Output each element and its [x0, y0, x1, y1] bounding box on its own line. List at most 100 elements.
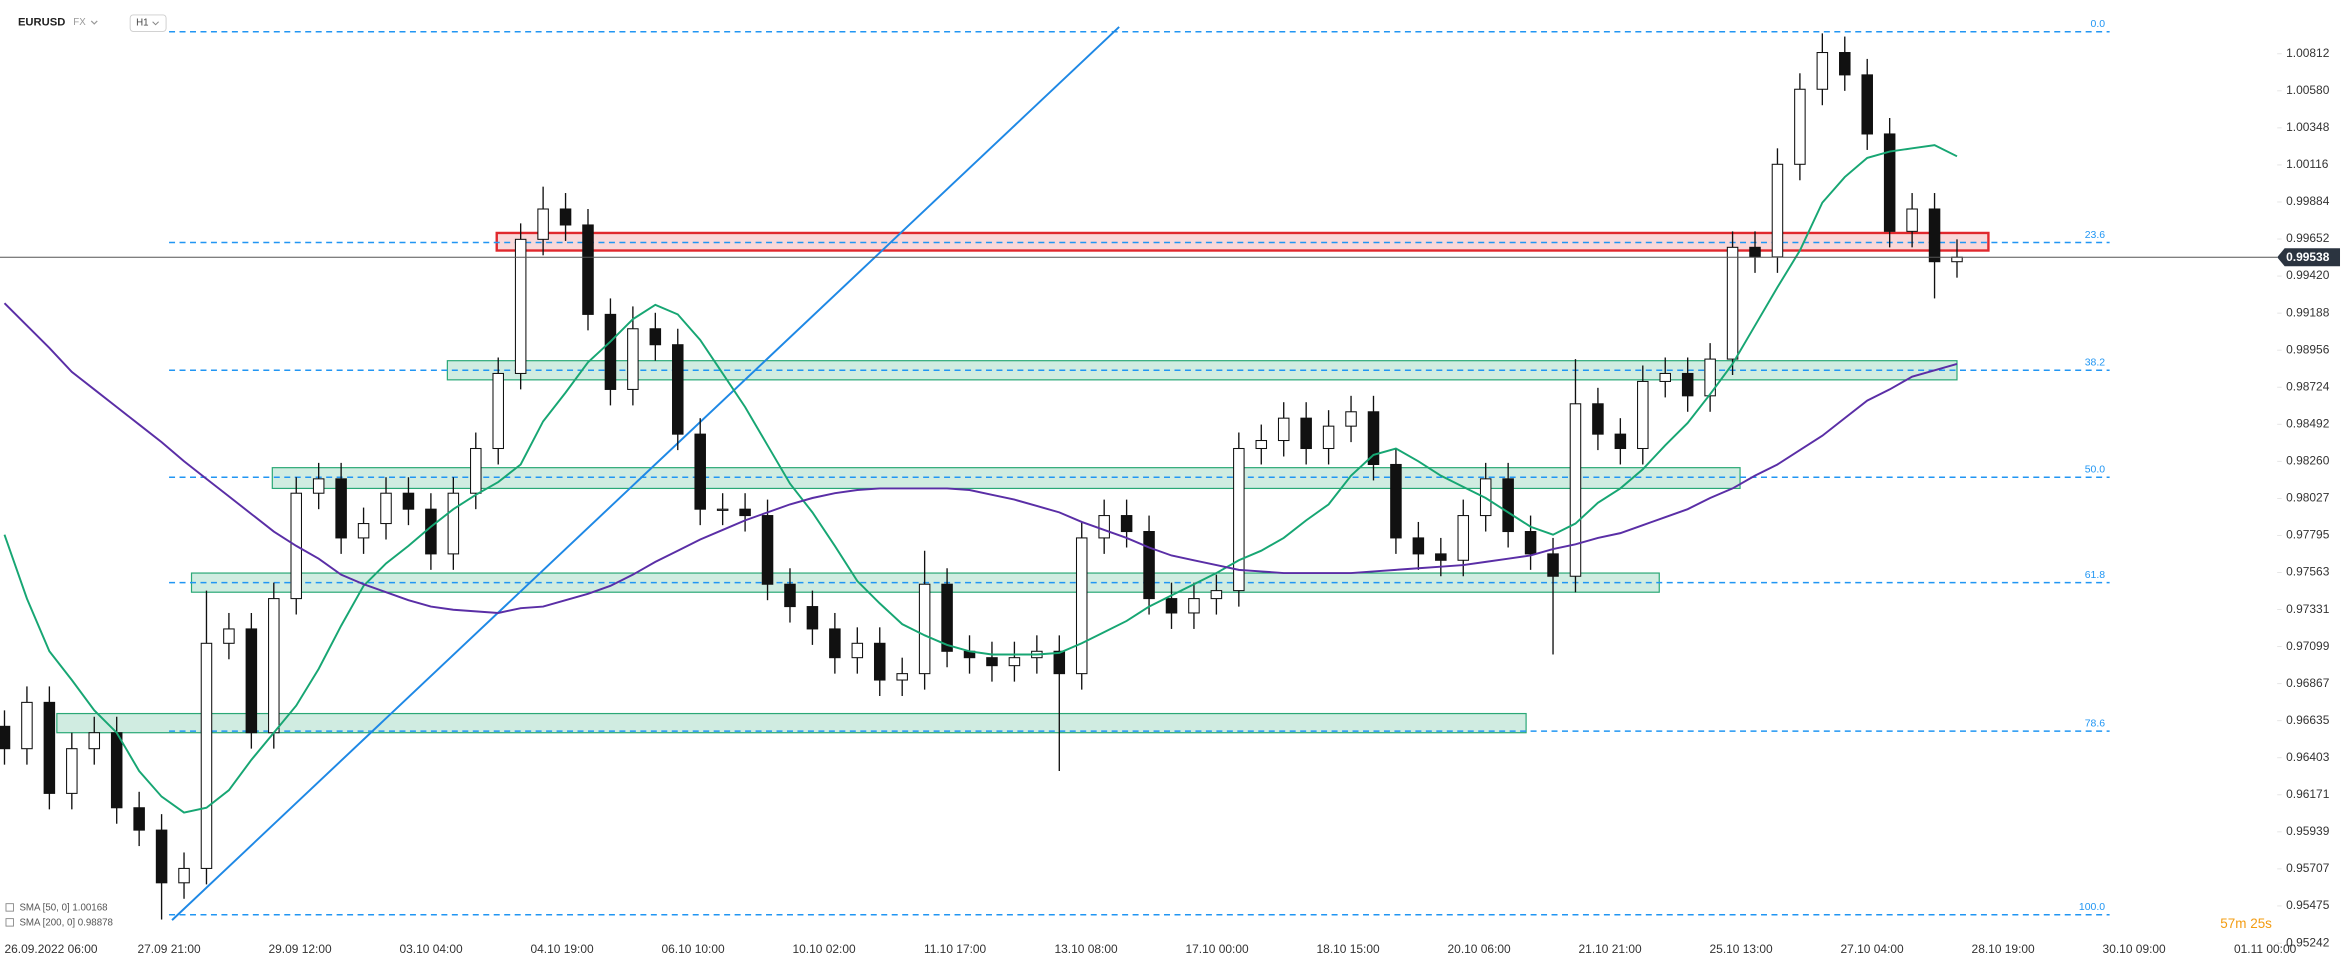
x-tick-label: 01.11 00:00 — [2234, 942, 2297, 956]
candle-body — [851, 642, 864, 659]
y-tick-label: 1.00348 — [2286, 120, 2330, 134]
x-tick-label: 17.10 00:00 — [1186, 942, 1249, 956]
candle-body — [0, 725, 11, 750]
candle-body — [110, 732, 123, 809]
x-tick-label: 13.10 08:00 — [1055, 942, 1118, 956]
timeframe[interactable]: H1 — [136, 18, 148, 29]
candles — [0, 33, 1963, 920]
candle-body — [88, 732, 101, 750]
fibonacci: 0.0 23.6 38.2 50.0 61.8 78.6 100.0 — [169, 19, 2110, 916]
y-tick-label: 0.99884 — [2286, 194, 2330, 208]
y-tick-label: 0.95242 — [2286, 935, 2330, 949]
candle-body — [178, 867, 190, 884]
x-tick-label: 04.10 19:00 — [531, 942, 594, 956]
candle-body — [1075, 537, 1088, 675]
candle-body — [1883, 133, 1896, 232]
x-tick-label: 28.10 19:00 — [1972, 942, 2035, 956]
zone — [56, 712, 1527, 734]
candle-body — [312, 478, 325, 494]
y-tick-label: 0.96635 — [2286, 713, 2330, 727]
trend-line — [171, 26, 1120, 921]
symbol[interactable]: EURUSD — [18, 16, 65, 28]
candle-body — [1457, 515, 1470, 561]
candle-body — [514, 238, 527, 374]
candle-body — [1704, 358, 1716, 397]
fib-label: 0.0 — [2091, 19, 2106, 30]
x-tick-label: 30.10 09:00 — [2103, 942, 2166, 956]
candle-body — [1502, 478, 1514, 533]
candle-body — [447, 492, 460, 555]
y-tick-label: 0.98492 — [2286, 416, 2330, 430]
candle-body — [402, 492, 415, 510]
y-tick-label: 0.98956 — [2286, 342, 2330, 356]
x-tick-label: 25.10 13:00 — [1710, 942, 1773, 956]
candle-body — [1771, 163, 1784, 258]
candle-body — [918, 583, 931, 675]
candle-body — [1412, 537, 1425, 555]
candle-body — [1524, 531, 1537, 555]
y-tick-label: 1.00580 — [2286, 83, 2330, 97]
candle-body — [694, 433, 706, 510]
y-tick-label: 0.95475 — [2286, 898, 2330, 912]
candle-body — [716, 508, 729, 511]
legend-icon[interactable] — [5, 918, 14, 927]
candle-body — [1367, 411, 1380, 465]
candle-body — [1681, 372, 1694, 397]
candle-body — [1210, 590, 1223, 600]
candle-body — [784, 583, 796, 608]
x-tick-label: 21.10 21:00 — [1579, 942, 1642, 956]
timeframe-box[interactable] — [129, 14, 167, 32]
y-tick-label: 0.96403 — [2286, 750, 2330, 764]
candle-body — [1839, 52, 1851, 76]
candle-body — [1053, 650, 1066, 675]
y-tick-label: 0.96867 — [2286, 676, 2330, 690]
candle-body — [21, 701, 33, 750]
market: FX — [73, 17, 86, 28]
candle-body — [492, 372, 504, 450]
fib-label: 23.6 — [2085, 230, 2106, 241]
candle-body — [1255, 439, 1268, 450]
legend-entry: SMA [200, 0] 0.98878 — [19, 918, 112, 929]
x-tick-label: 18.10 15:00 — [1317, 942, 1380, 956]
axes: 1.00812 1.00580 1.00348 1.00116 0.99884 0.996… — [0, 46, 2341, 956]
candle-body — [1816, 52, 1829, 90]
y-tick-label: 0.99652 — [2286, 231, 2330, 245]
candle-body — [43, 701, 56, 794]
zone — [495, 231, 1990, 252]
x-tick-label: 29.09 12:00 — [268, 942, 331, 956]
x-tick-label: 20.10 06:00 — [1448, 942, 1511, 956]
candle-body — [1188, 598, 1200, 614]
candle-body — [1165, 598, 1178, 614]
candle-body — [223, 628, 235, 644]
candle-body — [1861, 74, 1873, 135]
candle-body — [761, 515, 774, 585]
candle-body — [1435, 553, 1447, 561]
y-tick-label: 1.00116 — [2286, 157, 2329, 171]
candle-body — [1300, 417, 1312, 450]
candle-body — [1008, 657, 1021, 667]
candle-body — [649, 328, 662, 346]
legend-icon[interactable] — [5, 903, 14, 912]
candle-body — [1277, 417, 1290, 442]
chevron — [152, 21, 159, 26]
candle-body — [604, 313, 617, 390]
y-tick-label: 0.96171 — [2286, 787, 2330, 801]
candle-body — [1143, 531, 1155, 600]
candle-body — [739, 508, 751, 517]
candle-body — [133, 807, 145, 831]
y-tick-label: 0.98724 — [2286, 379, 2330, 393]
y-tick-label: 0.99420 — [2286, 268, 2330, 282]
candle-body — [582, 224, 594, 315]
candle-body — [380, 492, 392, 525]
candle-body — [1569, 403, 1582, 577]
legend-entry: SMA [50, 0] 1.00168 — [19, 903, 107, 914]
chevron — [90, 20, 98, 25]
candle-body — [806, 606, 819, 630]
candle-body — [155, 829, 168, 884]
candle-body — [357, 523, 370, 539]
sma-line — [3, 302, 1958, 614]
fib-label: 50.0 — [2085, 465, 2106, 476]
sma-line — [3, 144, 1958, 814]
